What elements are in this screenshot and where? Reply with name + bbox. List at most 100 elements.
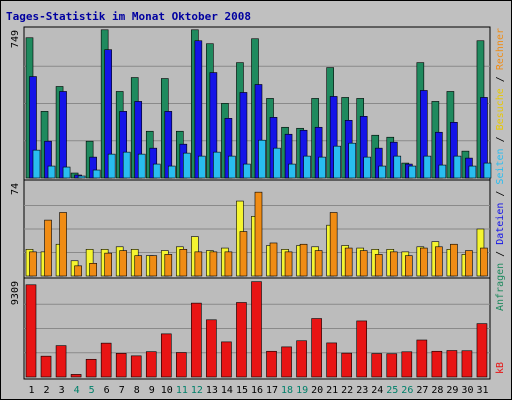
x-tick-label-day-20: 20 bbox=[311, 385, 323, 396]
bar-rechner-day-17 bbox=[269, 242, 278, 277]
bar-seiten-day-11 bbox=[183, 152, 191, 179]
x-tick-label-day-19: 19 bbox=[296, 385, 308, 396]
bar-rechner-day-7 bbox=[119, 250, 127, 277]
bar-seiten-day-31 bbox=[483, 162, 492, 179]
x-tick-label-day-26: 26 bbox=[401, 385, 413, 396]
bar-seiten-day-16 bbox=[258, 139, 266, 179]
bar-rechner-day-15 bbox=[239, 231, 248, 277]
bar-kb-day-24 bbox=[371, 353, 383, 378]
bar-rechner-day-11 bbox=[179, 249, 188, 277]
bar-kb-day-9 bbox=[145, 351, 157, 378]
bar-seiten-day-28 bbox=[438, 164, 447, 179]
x-tick-label-day-21: 21 bbox=[326, 385, 338, 396]
bar-rechner-day-2 bbox=[44, 219, 52, 277]
bar-seiten-day-19 bbox=[303, 155, 311, 179]
bar-seiten-day-20 bbox=[318, 156, 326, 179]
bar-kb-day-23 bbox=[356, 320, 368, 378]
bar-seiten-day-27 bbox=[423, 155, 432, 179]
x-tick-label-day-23: 23 bbox=[356, 385, 368, 396]
bar-kb-day-16 bbox=[251, 281, 262, 378]
bar-rechner-day-19 bbox=[299, 243, 308, 277]
bar-rechner-day-30 bbox=[465, 250, 473, 277]
panel-bottom: 9309 bbox=[10, 277, 491, 380]
x-tick-label-day-10: 10 bbox=[161, 385, 173, 396]
legend-separator: / bbox=[495, 185, 506, 203]
x-tick-label-day-8: 8 bbox=[134, 385, 140, 396]
x-tick-label-day-17: 17 bbox=[266, 385, 278, 396]
bar-rechner-day-22 bbox=[344, 247, 353, 277]
legend-seiten: Seiten bbox=[495, 148, 506, 184]
bar-rechner-day-4 bbox=[74, 265, 82, 277]
x-tick-label-day-18: 18 bbox=[281, 385, 293, 396]
legend-besuche: Besuche bbox=[495, 88, 506, 130]
bar-rechner-day-16 bbox=[254, 191, 263, 277]
bar-seiten-day-6 bbox=[107, 153, 116, 179]
right-axis-kb-legend: kB bbox=[495, 362, 506, 374]
x-tick-label-day-31: 31 bbox=[476, 385, 488, 396]
bar-kb-day-22 bbox=[341, 352, 352, 378]
bar-kb-day-25 bbox=[386, 353, 398, 378]
panel-top-max-label: 749 bbox=[10, 30, 21, 48]
x-tick-label-day-2: 2 bbox=[44, 385, 50, 396]
bar-seiten-day-24 bbox=[378, 165, 387, 179]
bar-rechner-day-21 bbox=[329, 212, 338, 277]
x-tick-label-day-3: 3 bbox=[59, 385, 65, 396]
bar-kb-day-29 bbox=[446, 350, 458, 378]
legend-separator: / bbox=[495, 130, 506, 148]
bar-kb-day-13 bbox=[206, 319, 217, 378]
bar-kb-day-4 bbox=[70, 374, 82, 378]
bar-kb-day-8 bbox=[130, 355, 142, 378]
x-axis-labels: 1 2 3 4 5 6 7 8 9 10 11 12 13 14 15 16 17 18 19 20 21 22 23 24 2… bbox=[29, 385, 489, 396]
bar-rechner-day-29 bbox=[450, 243, 458, 277]
bar-kb-day-10 bbox=[160, 333, 172, 378]
legend-anfragen: Anfragen bbox=[495, 263, 506, 311]
bar-seiten-day-29 bbox=[453, 155, 462, 179]
bar-seiten-day-30 bbox=[468, 165, 477, 179]
legend-dateien: Dateien bbox=[495, 203, 506, 245]
bar-rechner-day-31 bbox=[480, 247, 488, 277]
bar-seiten-day-26 bbox=[408, 165, 417, 179]
bar-rechner-day-28 bbox=[435, 246, 443, 277]
bar-rechner-day-6 bbox=[104, 252, 112, 277]
chart-title: Tages-Statistik im Monat Oktober 2008 bbox=[6, 10, 251, 23]
panel-middle: 74 bbox=[10, 179, 491, 279]
bar-kb-day-19 bbox=[296, 340, 307, 378]
bar-kb-day-26 bbox=[401, 351, 413, 378]
legend-rechner: Rechner bbox=[495, 28, 506, 70]
bar-seiten-day-1 bbox=[32, 149, 41, 179]
x-tick-label-day-24: 24 bbox=[371, 385, 383, 396]
bar-seiten-day-12 bbox=[198, 155, 206, 179]
x-tick-label-day-6: 6 bbox=[104, 385, 110, 396]
bar-rechner-day-5 bbox=[89, 262, 97, 277]
x-tick-label-day-9: 9 bbox=[149, 385, 155, 396]
bar-kb-day-31 bbox=[476, 323, 488, 378]
x-tick-label-day-27: 27 bbox=[416, 385, 428, 396]
x-tick-label-day-5: 5 bbox=[89, 385, 95, 396]
bar-seiten-day-21 bbox=[333, 145, 341, 179]
bar-seiten-day-9 bbox=[152, 163, 161, 179]
x-tick-label-day-1: 1 bbox=[29, 385, 35, 396]
bar-seiten-day-8 bbox=[137, 153, 146, 179]
bar-kb-day-6 bbox=[100, 342, 112, 378]
bar-seiten-day-15 bbox=[243, 163, 251, 179]
bar-rechner-day-14 bbox=[224, 251, 233, 277]
bar-seiten-day-3 bbox=[62, 166, 71, 179]
right-axis-legends: Anfragen / Dateien / Seiten / Besuche / … bbox=[495, 28, 506, 374]
bar-seiten-day-25 bbox=[393, 155, 402, 179]
bar-kb-day-11 bbox=[176, 352, 187, 378]
x-tick-label-day-28: 28 bbox=[431, 385, 443, 396]
bar-seiten-day-4 bbox=[77, 175, 86, 179]
bar-kb-day-20 bbox=[311, 318, 322, 378]
bar-rechner-day-3 bbox=[59, 212, 67, 277]
x-tick-label-day-29: 29 bbox=[446, 385, 458, 396]
bar-rechner-day-25 bbox=[389, 251, 398, 277]
x-tick-label-day-30: 30 bbox=[461, 385, 473, 396]
bar-kb-day-17 bbox=[266, 350, 277, 378]
bar-seiten-day-7 bbox=[122, 151, 131, 179]
bar-seiten-day-18 bbox=[288, 163, 296, 179]
x-tick-label-day-22: 22 bbox=[341, 385, 353, 396]
bar-kb-day-30 bbox=[461, 350, 473, 378]
x-tick-label-day-25: 25 bbox=[386, 385, 398, 396]
